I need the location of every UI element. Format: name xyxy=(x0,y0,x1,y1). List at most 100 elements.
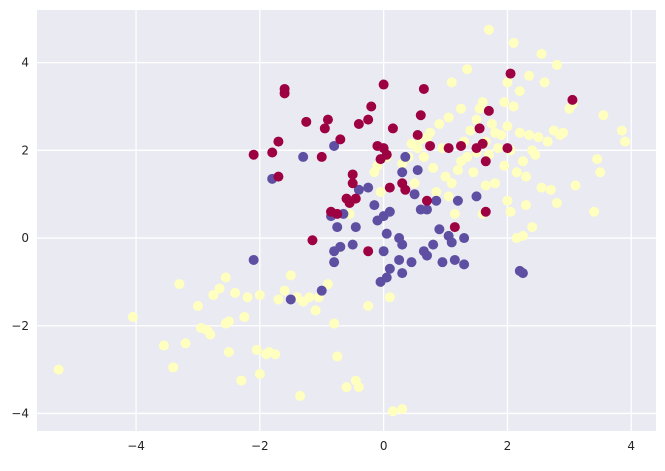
scatter-point xyxy=(174,279,185,290)
scatter-point xyxy=(347,239,358,250)
scatter-point xyxy=(208,290,219,301)
scatter-point xyxy=(319,123,330,134)
scatter-point xyxy=(384,182,395,193)
scatter-point xyxy=(412,143,423,154)
tick-labels: −4 −2 0 2 4 −4 −2 0 2 4 xyxy=(11,56,635,453)
scatter-point xyxy=(558,127,569,138)
scatter-point xyxy=(375,186,386,197)
scatter-point xyxy=(452,165,463,176)
scatter-point xyxy=(477,97,488,108)
scatter-point xyxy=(462,64,473,75)
scatter-point xyxy=(273,294,284,305)
scatter-point xyxy=(502,77,513,88)
scatter-point xyxy=(329,140,340,151)
scatter-point xyxy=(567,94,578,105)
scatter-point xyxy=(449,222,460,233)
scatter-point xyxy=(493,143,504,154)
scatter-point xyxy=(236,375,247,386)
scatter-point xyxy=(304,292,315,303)
scatter-point xyxy=(397,239,408,250)
scatter-point xyxy=(434,224,445,235)
scatter-point xyxy=(456,103,467,114)
scatter-point xyxy=(517,268,528,279)
scatter-point xyxy=(251,344,262,355)
scatter-point xyxy=(369,200,380,211)
scatter-point xyxy=(443,191,454,202)
scatter-point xyxy=(248,149,259,160)
scatter-point xyxy=(384,206,395,217)
scatter-point xyxy=(480,180,491,191)
scatter-point xyxy=(421,195,432,206)
scatter-point xyxy=(295,390,306,401)
scatter-point xyxy=(322,114,333,125)
scatter-point xyxy=(465,125,476,136)
scatter-point xyxy=(431,195,442,206)
y-tick-label: 4 xyxy=(21,56,29,70)
scatter-point xyxy=(514,86,525,97)
y-tick-label: −2 xyxy=(11,319,29,333)
scatter-point xyxy=(480,156,491,167)
scatter-point xyxy=(353,119,364,130)
scatter-point xyxy=(307,235,318,246)
scatter-point xyxy=(598,110,609,121)
scatter-point xyxy=(459,233,470,244)
scatter-point xyxy=(350,222,361,233)
scatter-point xyxy=(316,285,327,296)
scatter-point xyxy=(428,239,439,250)
scatter-point xyxy=(514,127,525,138)
scatter-point xyxy=(452,195,463,206)
scatter-point xyxy=(545,184,556,195)
scatter-point xyxy=(412,129,423,140)
scatter-point xyxy=(595,167,606,178)
scatter-point xyxy=(400,151,411,162)
scatter-point xyxy=(384,292,395,303)
scatter-point xyxy=(428,162,439,173)
scatter-point xyxy=(254,290,265,301)
scatter-point xyxy=(332,208,343,219)
scatter-point xyxy=(524,70,535,81)
scatter-point xyxy=(279,83,290,94)
x-tick-label: 4 xyxy=(627,439,635,453)
scatter-point xyxy=(456,140,467,151)
scatter-point xyxy=(397,404,408,415)
scatter-point xyxy=(425,127,436,138)
scatter-point xyxy=(483,105,494,116)
scatter-point xyxy=(511,167,522,178)
x-tick-label: 0 xyxy=(380,439,388,453)
scatter-point xyxy=(180,338,191,349)
scatter-point xyxy=(483,24,494,35)
scatter-point xyxy=(378,246,389,257)
scatter-point xyxy=(459,259,470,270)
scatter-point xyxy=(363,246,374,257)
scatter-point xyxy=(298,151,309,162)
scatter-point xyxy=(502,121,513,132)
scatter-point xyxy=(279,285,290,296)
scatter-point xyxy=(270,349,281,360)
scatter-point xyxy=(446,178,457,189)
scatter-point xyxy=(421,250,432,261)
scatter-point xyxy=(620,136,631,147)
scatter-point xyxy=(366,101,377,112)
scatter-point xyxy=(527,222,538,233)
scatter-point xyxy=(353,382,364,393)
scatter-point xyxy=(387,406,398,417)
scatter-point xyxy=(496,129,507,140)
scatter-point xyxy=(508,37,519,48)
scatter-point xyxy=(332,222,343,233)
scatter-point xyxy=(316,151,327,162)
scatter-point xyxy=(400,184,411,195)
scatter-point xyxy=(490,178,501,189)
scatter-point xyxy=(347,178,358,189)
scatter-point xyxy=(474,123,485,134)
scatter-point xyxy=(446,237,457,248)
scatter-point xyxy=(53,364,64,375)
scatter-point xyxy=(486,119,497,130)
scatter-point xyxy=(332,351,343,362)
scatter-point xyxy=(394,254,405,265)
scatter-point xyxy=(310,305,321,316)
scatter-point xyxy=(363,114,374,125)
scatter-point xyxy=(434,119,445,130)
scatter-point xyxy=(502,195,513,206)
